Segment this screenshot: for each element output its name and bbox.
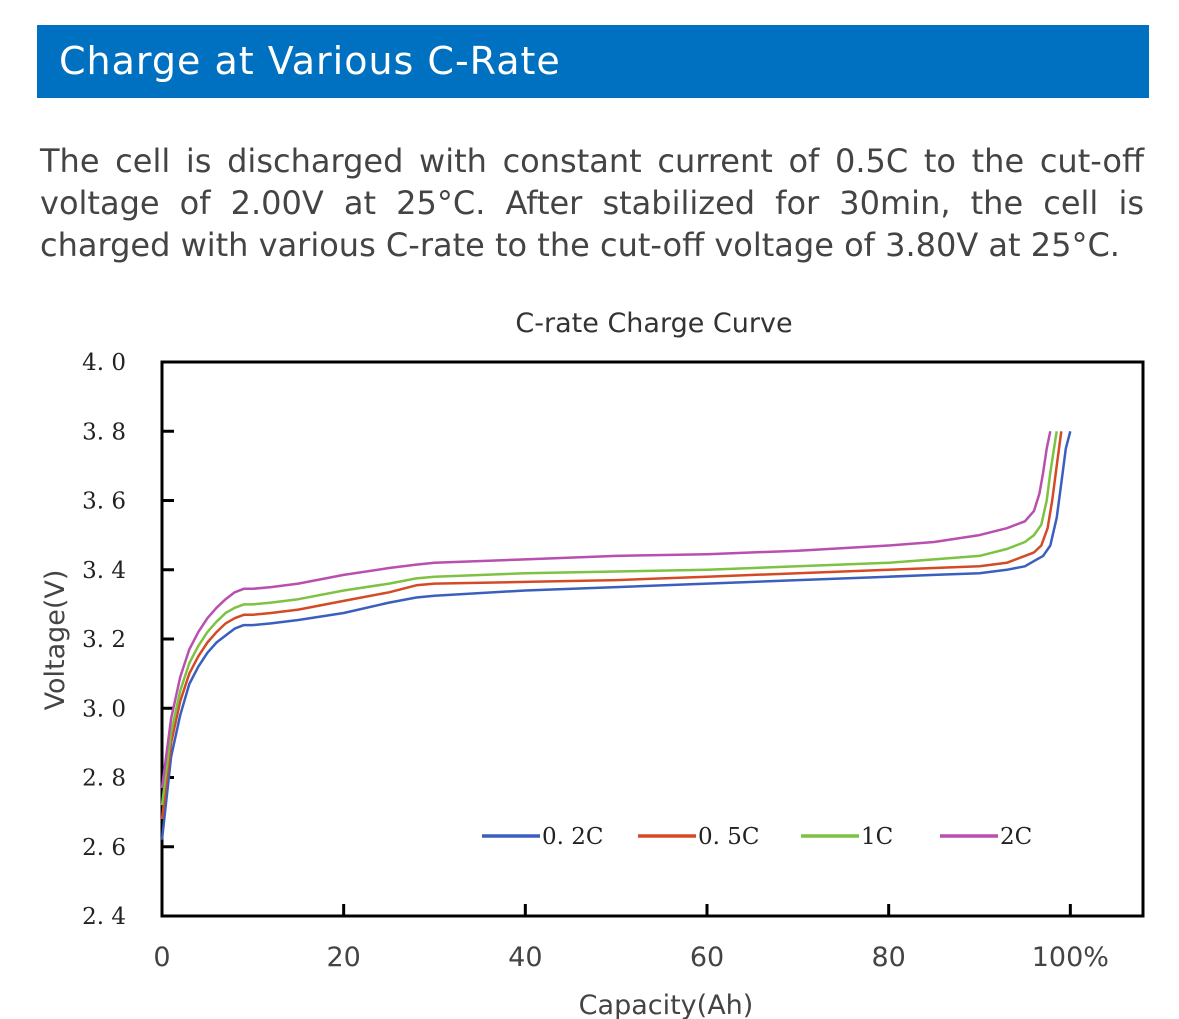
y-tick-label: 4. 0 xyxy=(82,350,126,376)
y-axis: 2. 4 2. 6 2. 8 3. 0 3. 2 3. 4 3. 6 3. 8 4. 0 xyxy=(82,350,174,930)
description-text: The cell is discharged with constant cur… xyxy=(40,142,1144,264)
legend: 0. 2C 0. 5C 1C 2C xyxy=(482,824,1032,850)
chart-title: C-rate Charge Curve xyxy=(515,308,792,339)
series-line xyxy=(160,431,1052,789)
x-axis-label: Capacity(Ah) xyxy=(579,990,754,1019)
y-tick-label: 2. 6 xyxy=(82,835,126,861)
series-lines xyxy=(160,430,1072,840)
y-tick-label: 2. 4 xyxy=(82,904,126,930)
x-tick-label: 20 xyxy=(326,942,360,973)
x-tick-label: 0 xyxy=(153,942,170,973)
section-title: Charge at Various C-Rate xyxy=(59,39,561,83)
x-tick-label: 100% xyxy=(1032,942,1109,973)
y-tick-label: 3. 4 xyxy=(82,558,126,584)
y-axis-label: Voltage(V) xyxy=(40,570,71,711)
x-tick-label: 40 xyxy=(508,942,542,973)
plot-frame xyxy=(160,360,1145,918)
series-line xyxy=(160,430,1072,840)
legend-label: 0. 2C xyxy=(542,824,604,850)
x-tick-label: 80 xyxy=(871,942,905,973)
y-tick-label: 3. 6 xyxy=(82,489,126,515)
x-axis: 0 20 40 60 80 100% xyxy=(153,904,1109,973)
y-tick-label: 3. 2 xyxy=(82,627,126,653)
y-tick-label: 2. 8 xyxy=(82,766,126,792)
y-tick-label: 3. 0 xyxy=(82,696,126,722)
series-line xyxy=(160,431,1063,820)
section-header: Charge at Various C-Rate xyxy=(37,25,1149,98)
x-tick-label: 60 xyxy=(690,942,724,973)
y-tick-label: 3. 8 xyxy=(82,419,126,445)
legend-label: 1C xyxy=(861,824,893,850)
legend-label: 0. 5C xyxy=(698,824,760,850)
legend-label: 2C xyxy=(1000,824,1032,850)
series-line xyxy=(160,431,1058,806)
